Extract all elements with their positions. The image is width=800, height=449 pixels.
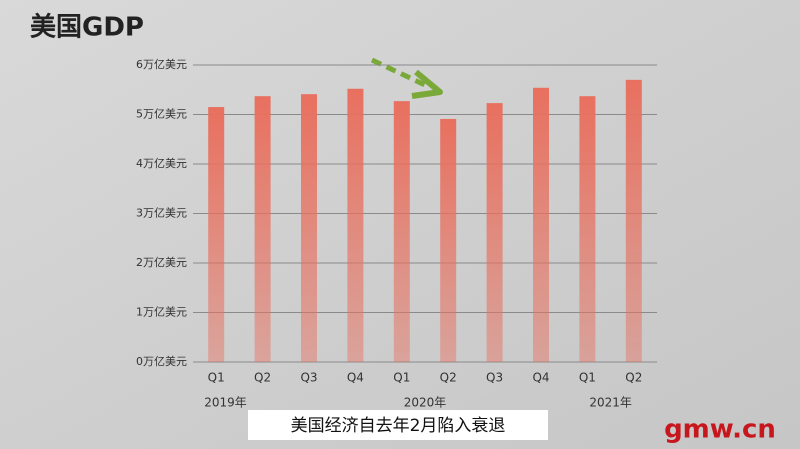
bar <box>533 87 549 363</box>
x-tick-label: Q1 <box>208 371 225 385</box>
x-tick-label: Q3 <box>300 371 317 385</box>
bar <box>486 103 503 363</box>
year-label: 2020年 <box>404 396 447 410</box>
x-tick-label: Q2 <box>440 371 457 385</box>
x-tick-label: Q3 <box>486 371 503 385</box>
y-tick-label: 5万亿美元 <box>136 108 187 121</box>
bar <box>393 101 410 362</box>
bar <box>440 118 457 362</box>
bar <box>208 107 225 362</box>
x-tick-label: Q1 <box>579 371 596 385</box>
trend-arrow <box>370 57 443 99</box>
bar <box>579 96 596 362</box>
y-tick-label: 4万亿美元 <box>136 157 187 170</box>
bar <box>254 96 271 362</box>
x-tick-label: Q4 <box>347 371 364 385</box>
caption: 美国经济自去年2月陷入衰退 <box>291 416 506 436</box>
bar <box>347 88 364 362</box>
y-tick-label: 2万亿美元 <box>136 256 187 269</box>
x-tick-label: Q2 <box>625 371 642 385</box>
chart-title: 美国GDP <box>30 12 144 43</box>
y-tick-label: 0万亿美元 <box>136 355 187 368</box>
x-tick-label: Q2 <box>254 371 271 385</box>
x-tick-label: Q1 <box>393 371 410 385</box>
watermark: gmw.cn <box>664 415 776 445</box>
bar <box>301 94 317 362</box>
x-tick-label: Q4 <box>532 371 549 385</box>
y-tick-label: 1万亿美元 <box>136 306 187 319</box>
y-tick-label: 3万亿美元 <box>136 207 187 220</box>
year-label: 2021年 <box>589 396 632 410</box>
bar <box>625 79 642 362</box>
year-label: 2019年 <box>204 396 247 410</box>
y-tick-label: 6万亿美元 <box>136 58 187 71</box>
caption-box <box>248 410 548 440</box>
